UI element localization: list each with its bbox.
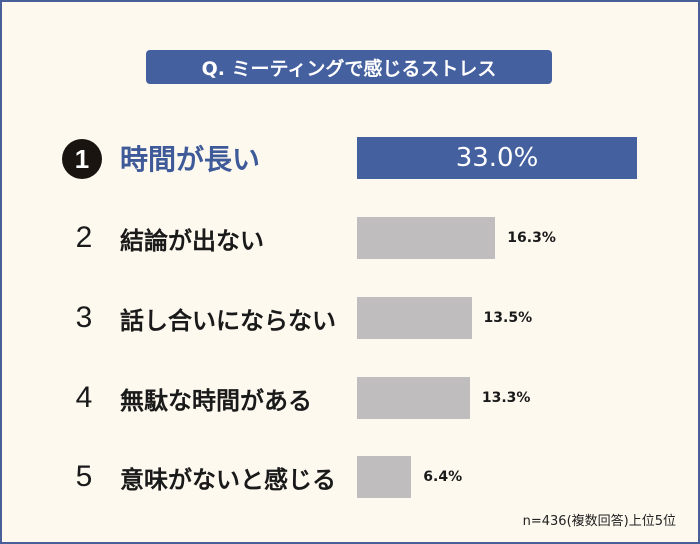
bar-row: 4 無駄な時間がある 13.3% xyxy=(0,376,700,420)
category-label: 無駄な時間がある xyxy=(120,386,312,415)
bar-row: 2 結論が出ない 16.3% xyxy=(0,216,700,260)
value-label: 16.3% xyxy=(507,230,556,246)
category-label: 結論が出ない xyxy=(120,226,264,255)
bar-row: 5 意味がないと感じる 6.4% xyxy=(0,455,700,499)
bar xyxy=(357,137,637,179)
bar xyxy=(357,217,496,259)
rank-number: 2 xyxy=(75,221,93,254)
value-label: 33.0% xyxy=(455,143,539,173)
value-label: 13.3% xyxy=(481,390,531,406)
value-label: 13.5% xyxy=(483,310,533,326)
bar-row: 1 時間が長い 33.0% xyxy=(0,136,700,180)
category-label: 意味がないと感じる xyxy=(120,465,336,494)
category-label: 話し合いにならない xyxy=(120,306,336,335)
value-label: 6.4% xyxy=(423,469,463,485)
rank-number: 4 xyxy=(75,381,93,414)
bar xyxy=(357,377,470,419)
rank-number: 3 xyxy=(75,301,93,334)
bar xyxy=(357,297,472,339)
category-label: 時間が長い xyxy=(120,143,261,176)
rank-number: 5 xyxy=(75,460,93,493)
chart-title: Q. ミーティングで感じるストレス xyxy=(146,50,552,84)
rank-number: 1 xyxy=(62,139,102,179)
bar-row: 3 話し合いにならない 13.5% xyxy=(0,296,700,340)
sample-note: n=436(複数回答)上位5位 xyxy=(522,514,676,529)
bar xyxy=(357,456,412,498)
